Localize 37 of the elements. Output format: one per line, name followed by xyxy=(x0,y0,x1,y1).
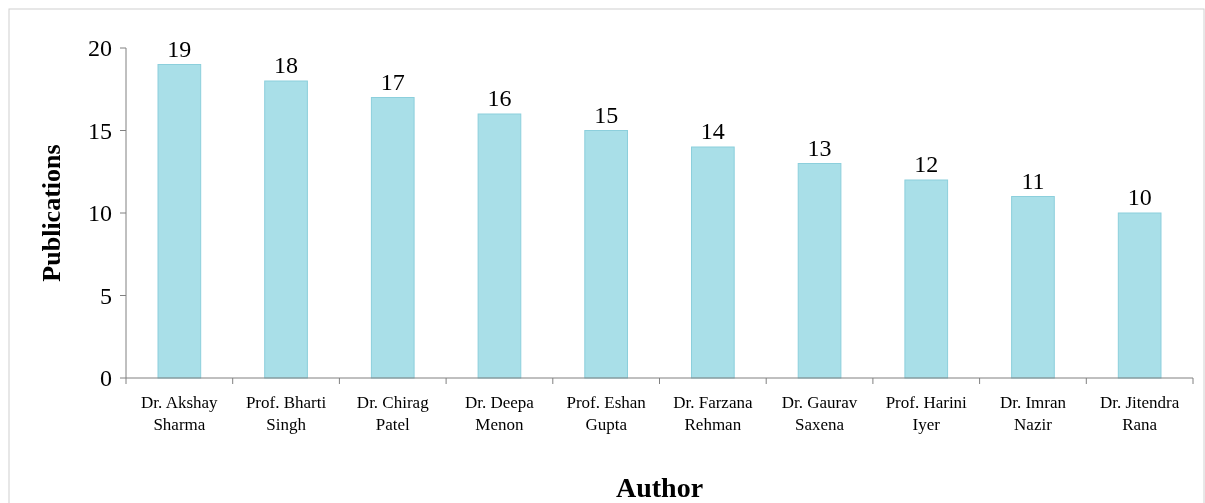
bar xyxy=(904,179,949,379)
bar xyxy=(157,64,202,379)
data-label: 19 xyxy=(167,35,192,62)
data-label: 12 xyxy=(914,151,939,177)
x-tick-label: Dr. Akshay Sharma xyxy=(141,393,219,434)
data-label: 11 xyxy=(1021,167,1045,194)
data-label: 17 xyxy=(380,68,405,95)
y-tick-label: 5 xyxy=(100,282,112,309)
bar xyxy=(264,80,308,379)
data-label: 18 xyxy=(274,52,299,78)
bar xyxy=(1117,212,1162,379)
x-axis-title: Author xyxy=(615,472,704,503)
x-tick-label: Dr. Gaurav Saxena xyxy=(781,393,858,434)
data-label: 16 xyxy=(487,85,512,111)
y-tick-label: 20 xyxy=(88,35,112,62)
x-tick-label: Prof. Eshan Gupta xyxy=(566,393,647,434)
x-tick-label: Prof. Bharti Singh xyxy=(245,393,327,434)
x-tick-label: Dr. Jitendra Rana xyxy=(1099,393,1180,434)
bar xyxy=(477,113,522,379)
x-tick-label: Dr. Imran Nazir xyxy=(999,393,1067,434)
data-label: 15 xyxy=(594,101,619,128)
data-label: 13 xyxy=(807,134,832,161)
y-tick-label: 15 xyxy=(88,117,112,144)
bar xyxy=(691,146,735,379)
y-tick-label: 10 xyxy=(88,200,112,227)
data-label: 10 xyxy=(1127,184,1152,210)
bar xyxy=(370,97,415,379)
bar xyxy=(797,163,842,379)
x-tick-label: Dr. Deepa Menon xyxy=(464,393,535,434)
data-label: 14 xyxy=(700,118,725,144)
bar xyxy=(584,130,628,379)
bar xyxy=(1011,196,1055,379)
x-tick-label: Dr. Chirag Patel xyxy=(356,393,430,434)
x-tick-label: Dr. Farzana Rehman xyxy=(673,393,753,434)
x-tick-label: Prof. Harini Iyer xyxy=(885,393,968,434)
y-tick-label: 0 xyxy=(100,365,112,392)
y-axis-title: Publications xyxy=(37,144,66,282)
